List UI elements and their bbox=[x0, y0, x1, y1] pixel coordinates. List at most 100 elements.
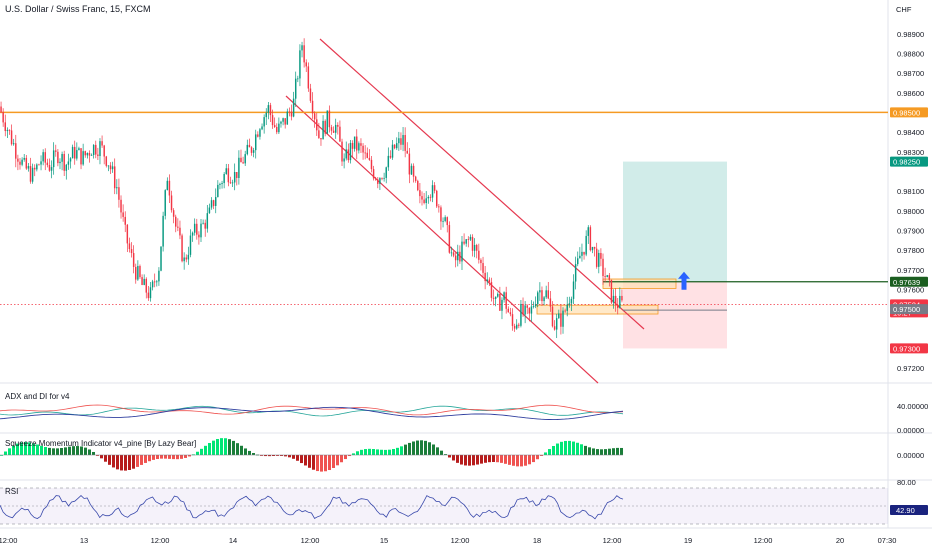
candle-body bbox=[421, 196, 423, 200]
momentum-bar bbox=[116, 455, 119, 470]
candle-body bbox=[309, 88, 312, 101]
candle-body bbox=[440, 207, 442, 222]
price-tick-label: 0.97700 bbox=[897, 266, 924, 275]
currency-label: CHF bbox=[896, 5, 912, 14]
candle-body bbox=[339, 126, 341, 142]
candle-body bbox=[396, 143, 398, 149]
price-tick-label: 0.97600 bbox=[897, 285, 924, 294]
candle-body bbox=[484, 272, 486, 282]
candle-body bbox=[577, 258, 579, 265]
candle-body bbox=[543, 297, 545, 302]
candle-body bbox=[587, 227, 590, 236]
entry-price-tag: 0.97639 bbox=[893, 278, 920, 287]
momentum-bar bbox=[180, 455, 183, 459]
momentum-bar bbox=[12, 445, 15, 455]
momentum-bar bbox=[412, 441, 415, 455]
momentum-bar bbox=[92, 451, 95, 455]
candle-body bbox=[560, 313, 562, 327]
candle-body bbox=[12, 143, 15, 145]
candle-body bbox=[294, 78, 297, 99]
momentum-bar bbox=[0, 455, 3, 456]
candle-body bbox=[153, 281, 156, 283]
momentum-bar bbox=[296, 455, 299, 461]
momentum-bar bbox=[576, 442, 579, 455]
candle-body bbox=[452, 252, 455, 256]
momentum-bar bbox=[292, 455, 295, 459]
candle-body bbox=[429, 196, 432, 198]
momentum-bar bbox=[124, 455, 127, 471]
momentum-bar bbox=[584, 445, 587, 455]
momentum-bar bbox=[568, 440, 571, 455]
candle-body bbox=[208, 207, 211, 214]
candle-body bbox=[299, 50, 301, 79]
candle-body bbox=[189, 235, 192, 255]
candle-body bbox=[461, 241, 463, 262]
candle-body bbox=[566, 304, 568, 311]
momentum-bar bbox=[328, 455, 331, 471]
candle-body bbox=[313, 113, 316, 120]
momentum-bar bbox=[368, 448, 371, 455]
momentum-bar bbox=[300, 455, 303, 464]
candle-body bbox=[267, 105, 270, 113]
candle-body bbox=[303, 45, 305, 63]
momentum-bar bbox=[480, 455, 483, 464]
momentum-bar bbox=[216, 438, 219, 455]
candle-body bbox=[494, 296, 497, 299]
candle-body bbox=[595, 248, 598, 267]
candle-body bbox=[145, 278, 148, 293]
candle-body bbox=[387, 155, 390, 168]
momentum-bar bbox=[400, 446, 403, 455]
time-tick-label: 20 bbox=[836, 536, 844, 545]
candle-body bbox=[368, 157, 371, 160]
candle-body bbox=[503, 292, 505, 300]
candle-body bbox=[65, 164, 68, 171]
candle-body bbox=[486, 279, 488, 282]
momentum-bar bbox=[4, 451, 7, 455]
candle-body bbox=[391, 144, 394, 158]
candle-body bbox=[269, 105, 272, 116]
take-profit-price-tag: 0.98250 bbox=[893, 158, 920, 167]
candle-body bbox=[219, 183, 221, 185]
price-tick-label: 0.97900 bbox=[897, 226, 924, 235]
candle-body bbox=[282, 118, 284, 122]
candle-body bbox=[499, 293, 501, 311]
momentum-bar bbox=[344, 455, 347, 460]
momentum-bar bbox=[164, 455, 167, 459]
candle-body bbox=[585, 235, 587, 255]
candle-body bbox=[31, 167, 34, 182]
candle-body bbox=[328, 110, 331, 128]
candle-body bbox=[8, 129, 11, 131]
price-tick-label: 0.98300 bbox=[897, 148, 924, 157]
momentum-bar bbox=[556, 443, 559, 455]
candle-body bbox=[95, 144, 97, 155]
momentum-bar bbox=[272, 455, 275, 457]
candle-body bbox=[326, 110, 329, 134]
candle-body bbox=[526, 305, 528, 308]
candle-body bbox=[200, 223, 202, 238]
momentum-bar bbox=[372, 449, 375, 455]
momentum-bar bbox=[516, 455, 519, 467]
candle-body bbox=[128, 243, 131, 250]
momentum-bar bbox=[312, 455, 315, 470]
time-tick-label: 13 bbox=[80, 536, 88, 545]
momentum-bar bbox=[408, 442, 411, 455]
candle-body bbox=[488, 279, 491, 283]
momentum-bar bbox=[464, 455, 467, 466]
momentum-bar bbox=[528, 455, 531, 465]
momentum-bar bbox=[504, 455, 507, 464]
candle-body bbox=[537, 292, 539, 305]
candle-body bbox=[568, 303, 571, 305]
momentum-bar bbox=[260, 455, 263, 456]
momentum-bar bbox=[160, 455, 163, 459]
rsi-value-tag: 42.90 bbox=[896, 506, 915, 515]
candle-body bbox=[579, 255, 581, 259]
candle-body bbox=[187, 254, 190, 260]
candle-body bbox=[446, 217, 448, 226]
candle-body bbox=[292, 98, 295, 117]
candle-body bbox=[179, 227, 181, 236]
candle-body bbox=[246, 144, 249, 155]
candle-body bbox=[29, 166, 32, 182]
candle-body bbox=[223, 174, 225, 184]
momentum-bar bbox=[44, 447, 47, 455]
